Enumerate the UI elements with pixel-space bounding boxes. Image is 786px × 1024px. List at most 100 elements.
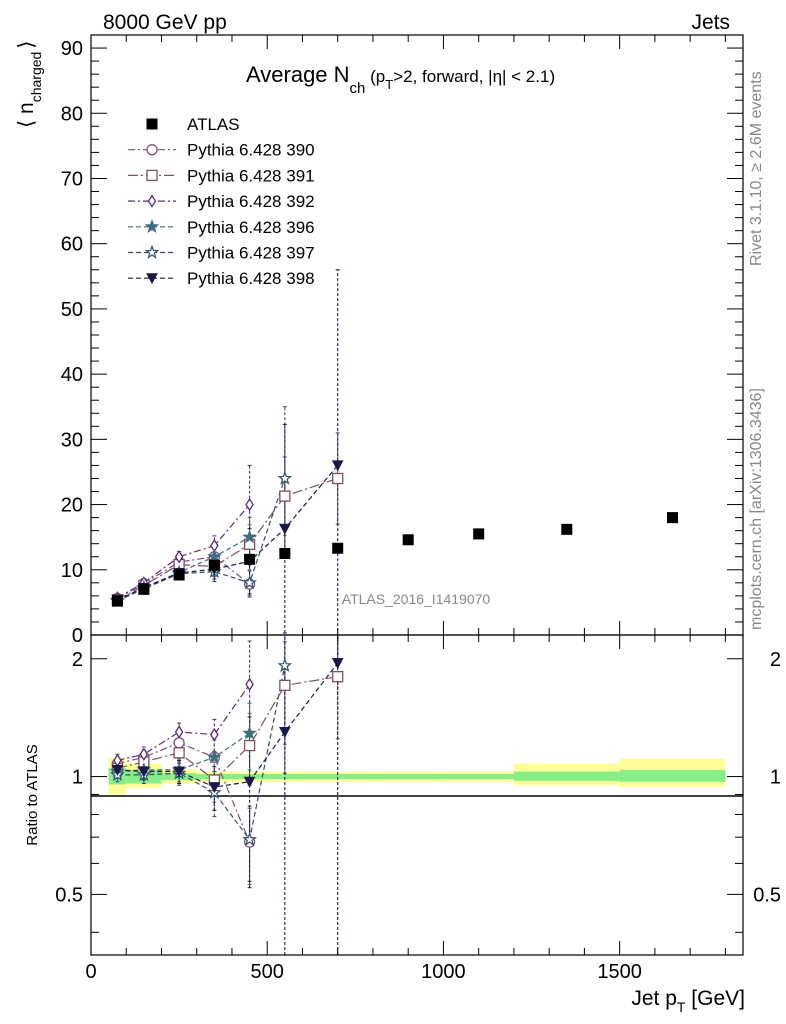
legend-item: Pythia 6.428 391 bbox=[128, 166, 315, 185]
main-ytick-label: 20 bbox=[61, 495, 83, 517]
atlas-point bbox=[561, 523, 573, 535]
ratio-marks bbox=[110, 635, 344, 955]
main-ytick-label: 40 bbox=[61, 364, 83, 386]
atlas-point bbox=[667, 512, 679, 524]
atlas-reference bbox=[111, 512, 679, 607]
xlabel-unit: [GeV] bbox=[685, 987, 745, 1010]
ratio-series-6 bbox=[115, 635, 339, 955]
legend-label: Pythia 6.428 396 bbox=[187, 218, 315, 237]
main-series-line bbox=[117, 477, 338, 601]
ratio-ytick-label-left: 1 bbox=[72, 767, 83, 789]
ylabel-sub: charged bbox=[28, 52, 44, 103]
main-marks bbox=[110, 269, 679, 662]
xtick-label: 0 bbox=[85, 961, 96, 983]
main-ytick-label: 50 bbox=[61, 299, 83, 321]
ratio-point bbox=[243, 739, 256, 752]
ratio-point bbox=[173, 747, 185, 759]
ratio-point bbox=[242, 831, 257, 846]
ratio-ytick-label-right: 2 bbox=[770, 649, 781, 671]
main-ytick-label: 80 bbox=[61, 103, 83, 125]
ratio-point bbox=[332, 671, 344, 683]
main-point bbox=[331, 460, 344, 472]
main-ylabel: ⟨ ncharged ⟩ bbox=[15, 40, 44, 128]
title-rest-sub: T bbox=[385, 77, 393, 92]
ratio-series-line bbox=[117, 665, 286, 842]
atlas-point bbox=[244, 553, 256, 565]
legend-label: Pythia 6.428 397 bbox=[187, 244, 315, 263]
atlas-point bbox=[402, 534, 414, 546]
main-ytick-label: 60 bbox=[61, 234, 83, 256]
xtick-label: 500 bbox=[251, 961, 284, 983]
svg-text:⟨ ncharged⟩: ⟨ ncharged ⟩ bbox=[15, 40, 44, 128]
title-sub: ch bbox=[350, 80, 366, 97]
main-series-line bbox=[117, 465, 339, 601]
ratio-point bbox=[210, 727, 219, 742]
legend-item: Pythia 6.428 392 bbox=[128, 192, 315, 211]
main-ytick-label: 70 bbox=[61, 168, 83, 190]
main-ytick-label: 0 bbox=[72, 625, 83, 647]
ratio-band-stat bbox=[619, 769, 726, 782]
title-main: Average N bbox=[246, 62, 350, 87]
main-point bbox=[242, 575, 257, 590]
ratio-point bbox=[242, 725, 257, 740]
ratio-point bbox=[331, 658, 344, 670]
ratio-panel: 0.5 0.5 1 1 2 2 0 500 1000 1500 Ratio to ATLAS J… bbox=[24, 634, 781, 1015]
atlas-point bbox=[208, 559, 220, 571]
main-ytick-label: 90 bbox=[61, 38, 83, 60]
ratio-point bbox=[111, 764, 124, 776]
legend-marker bbox=[146, 144, 158, 156]
main-point bbox=[332, 472, 344, 485]
atlas-point bbox=[138, 583, 150, 595]
main-point bbox=[242, 529, 257, 544]
ratio-point bbox=[277, 657, 293, 672]
atlas-point bbox=[332, 542, 344, 554]
mcplots-label: mcplots.cern.ch [arXiv:1306.3436] bbox=[748, 388, 765, 630]
ratio-point bbox=[173, 766, 185, 778]
ratio-bands bbox=[108, 757, 726, 795]
title-rest-1: (p bbox=[365, 67, 385, 86]
legend: ATLAS Pythia 6.428 390 Pythia 6.428 391 Pyt… bbox=[128, 115, 315, 288]
legend-item: Pythia 6.428 396 bbox=[128, 218, 315, 237]
ratio-ytick-label-right: 1 bbox=[770, 767, 781, 789]
main-panel: 0 10 20 30 40 50 60 70 80 90 Average Nch (pT>2, f… bbox=[15, 34, 744, 662]
main-point bbox=[277, 470, 293, 485]
ratio-band-stat bbox=[443, 774, 514, 780]
atlas-point bbox=[173, 569, 185, 581]
ratio-ylabel: Ratio to ATLAS bbox=[24, 744, 41, 845]
legend-marker bbox=[146, 273, 158, 285]
ratio-point bbox=[138, 766, 150, 778]
ratio-point bbox=[279, 726, 291, 739]
rivet-label: Rivet 3.1.10, ≥ 2.6M events bbox=[748, 71, 765, 266]
x-axis-label: Jet pT [GeV] bbox=[631, 987, 745, 1015]
xtick-label: 1500 bbox=[597, 961, 642, 983]
legend-item: Pythia 6.428 398 bbox=[128, 269, 315, 288]
ratio-point bbox=[174, 725, 184, 739]
main-point bbox=[207, 549, 222, 563]
header-right: Jets bbox=[691, 11, 730, 34]
legend-marker bbox=[147, 194, 157, 208]
legend-label: Pythia 6.428 390 bbox=[187, 141, 315, 160]
ratio-point bbox=[243, 776, 256, 788]
ratio-point bbox=[279, 679, 291, 692]
ratio-series-markers-6 bbox=[111, 658, 344, 794]
ylabel-main: ⟨ n bbox=[15, 102, 38, 128]
ratio-band-stat bbox=[267, 774, 303, 780]
ratio-y-ticks: 0.5 0.5 1 1 2 2 bbox=[55, 649, 781, 933]
ylabel-close: ⟩ bbox=[15, 40, 38, 48]
ratio-band-stat bbox=[513, 771, 620, 781]
ratio-point bbox=[207, 749, 222, 764]
main-title: Average Nch (pT>2, forward, |η| < 2.1) bbox=[246, 62, 555, 97]
ratio-band-stat bbox=[302, 774, 373, 780]
legend-marker bbox=[144, 244, 160, 259]
ratio-band-stat bbox=[372, 774, 444, 780]
atlas-point bbox=[473, 528, 485, 540]
main-y-ticks: 0 10 20 30 40 50 60 70 80 90 bbox=[61, 34, 743, 647]
ratio-ytick-label-left: 0.5 bbox=[55, 884, 83, 906]
watermark: ATLAS_2016_I1419070 bbox=[342, 591, 491, 607]
ratio-point bbox=[173, 737, 185, 749]
ratio-point bbox=[245, 677, 254, 692]
ratio-ytick-label-left: 2 bbox=[72, 649, 83, 671]
main-point bbox=[279, 490, 291, 502]
main-ytick-label: 30 bbox=[61, 429, 83, 451]
ratio-series-line bbox=[117, 684, 251, 761]
